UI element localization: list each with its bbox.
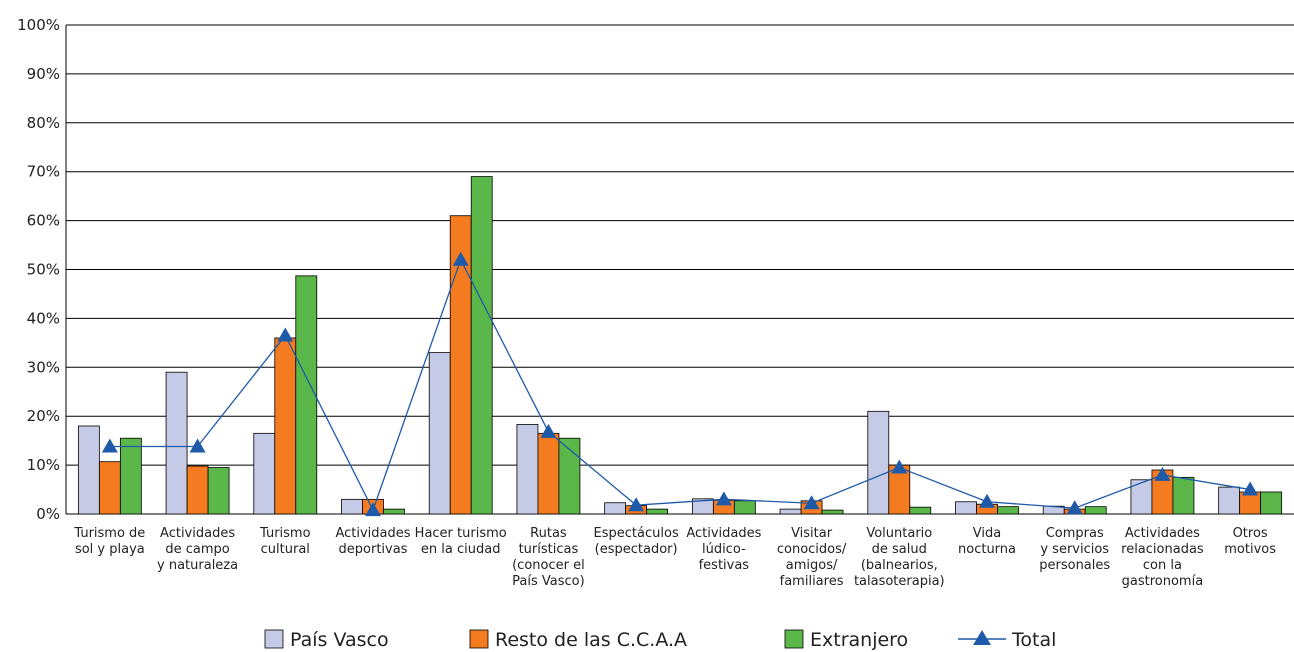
bar <box>274 337 297 515</box>
x-category-label: Turismo de sol y playa <box>73 526 145 557</box>
y-tick-label: 50% <box>27 261 60 279</box>
total-point <box>1242 481 1259 496</box>
y-tick-label: 0% <box>36 505 60 523</box>
x-category-label: Espectáculos (espectador) <box>594 526 679 557</box>
x-category-label: Vida nocturna <box>958 526 1016 557</box>
y-axis-ticks: 0% 10% 20% 30% 40% 50% 60% 70% 80% 90% 100% <box>17 16 60 523</box>
bar <box>1260 491 1283 515</box>
legend: País Vasco Resto de las C.C.A.A Extranjero… <box>264 629 1056 651</box>
total-point <box>715 491 732 506</box>
total-point <box>628 497 645 512</box>
bar <box>207 467 230 515</box>
bar <box>558 437 581 515</box>
bar <box>77 425 100 515</box>
y-tick-label: 100% <box>17 16 60 34</box>
total-point <box>277 327 294 342</box>
bar <box>428 352 451 515</box>
bar <box>821 509 844 515</box>
bar <box>186 465 209 515</box>
total-point <box>101 438 118 453</box>
legend-swatch <box>469 629 489 649</box>
total-point <box>452 251 469 266</box>
total-line <box>101 251 1259 517</box>
bar <box>341 498 363 515</box>
bar <box>516 424 539 515</box>
bar <box>779 508 802 515</box>
y-tick-label: 70% <box>27 163 60 181</box>
y-tick-label: 10% <box>27 456 60 474</box>
bar <box>867 410 890 515</box>
total-series-line <box>109 258 1251 512</box>
bar <box>1172 476 1195 515</box>
bar <box>98 461 121 515</box>
total-point <box>189 438 206 453</box>
bar <box>119 437 142 515</box>
gridlines <box>65 24 1294 515</box>
bar <box>470 176 493 515</box>
bar <box>295 275 318 515</box>
y-tick-label: 90% <box>27 65 60 83</box>
legend-marker <box>973 630 991 645</box>
bar <box>646 508 669 515</box>
total-point <box>1066 500 1083 515</box>
x-category-label: Voluntario de salud (balnearios, talasotera… <box>854 526 945 589</box>
x-category-label: Actividades lúdico-festivas <box>686 526 761 573</box>
x-category-label: Hacer turismo en la ciudad <box>415 526 507 557</box>
legend-label: Resto de las C.C.A.A <box>495 629 687 651</box>
legend-label: Total <box>1011 629 1056 651</box>
x-category-label: Actividades deportivas <box>335 526 410 557</box>
bar <box>733 500 756 515</box>
total-point <box>1154 466 1171 481</box>
legend-swatch <box>264 629 284 649</box>
y-tick-label: 40% <box>27 309 60 327</box>
y-tick-label: 30% <box>27 358 60 376</box>
legend-label: Extranjero <box>810 629 908 651</box>
bar <box>1084 506 1107 515</box>
x-category-label: Actividades relacionadas con la gastronomía <box>1121 526 1204 589</box>
x-category-label: Rutas turísticas (conocer el País Vasco) <box>512 526 585 589</box>
bar <box>537 432 560 515</box>
bar <box>909 506 932 515</box>
bar <box>997 506 1019 515</box>
total-point <box>891 459 908 474</box>
x-category-label: Otros motivos <box>1224 526 1276 557</box>
bar <box>1130 479 1153 515</box>
x-axis-categories: Turismo de sol y playa Actividades de campo… <box>73 526 1276 589</box>
x-category-label: Turismo cultural <box>259 526 311 557</box>
legend-swatch <box>784 629 804 649</box>
total-point <box>803 495 820 510</box>
total-point <box>365 502 381 517</box>
bar <box>1218 486 1241 515</box>
bar <box>604 502 627 515</box>
x-category-label: Visitar conocidos/amigos/familiares <box>777 526 847 589</box>
legend-label: País Vasco <box>290 629 389 651</box>
total-point <box>540 423 557 438</box>
x-category-label: Compras y servicios personales <box>1039 526 1110 573</box>
bar <box>955 501 977 515</box>
y-tick-label: 20% <box>27 407 60 425</box>
bar <box>165 371 188 515</box>
bars <box>77 176 1283 515</box>
bar <box>253 432 276 515</box>
y-tick-label: 80% <box>27 114 60 132</box>
x-category-label: Actividades de campo y naturaleza <box>157 526 238 573</box>
total-point <box>979 493 995 508</box>
bar <box>383 508 405 515</box>
y-tick-label: 60% <box>27 212 60 230</box>
